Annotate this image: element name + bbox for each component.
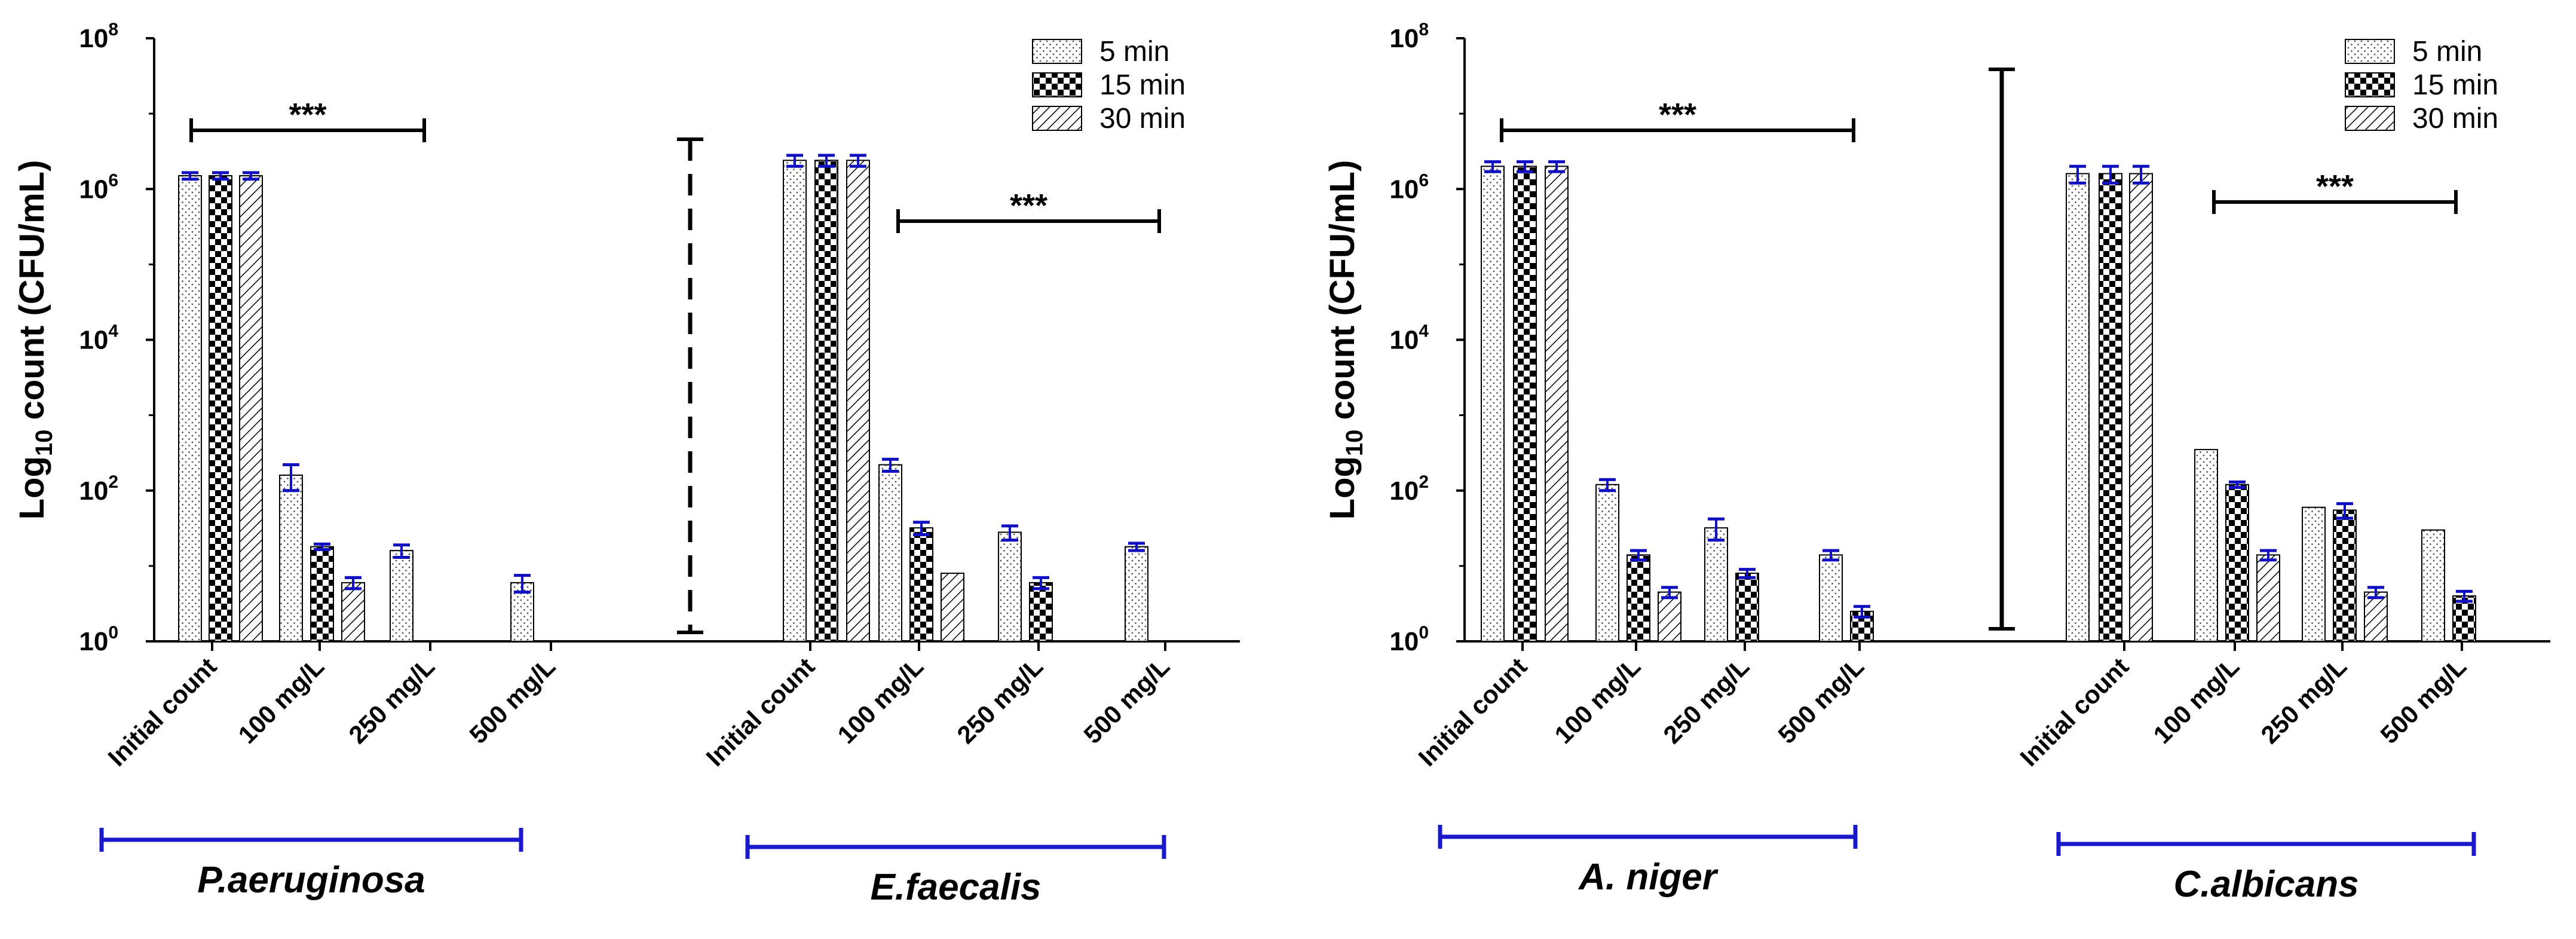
y-tick-label: 108 [1389, 20, 1429, 53]
legend-label: 30 min [2412, 103, 2498, 134]
organism-label: A. niger [1578, 857, 1719, 898]
chart-panel-left: 100 102 104 106 108 Log10 count (CFU/mL) Initi… [13, 20, 1240, 908]
significance-label: *** [2316, 169, 2354, 204]
bar [878, 464, 902, 642]
bar [2364, 591, 2388, 643]
legend-label: 5 min [2412, 36, 2482, 68]
bar [2225, 484, 2249, 642]
y-tick-label: 102 [79, 472, 118, 506]
bar [1704, 527, 1728, 642]
bar [390, 550, 413, 642]
bar [2333, 509, 2357, 643]
bar [1627, 554, 1650, 642]
x-tick-label: 250 mg/L [1658, 652, 1754, 749]
legend-swatch [1032, 39, 1082, 64]
bar [2066, 173, 2090, 642]
y-tick-label: 106 [1389, 170, 1429, 204]
bar [1595, 484, 1619, 642]
legend-swatch [2345, 72, 2395, 97]
y-axis-label: Log10 count (CFU/mL) [1323, 160, 1368, 520]
bar [998, 531, 1022, 642]
y-tick-label: 100 [79, 623, 118, 656]
y-tick-label: 104 [79, 322, 118, 355]
x-tick-label: Initial count [102, 652, 222, 772]
x-tick-label: Initial count [1413, 652, 1532, 772]
y-axis-label: Log10 count (CFU/mL) [13, 160, 57, 520]
x-tick-label: Initial count [2014, 652, 2134, 772]
x-tick-label: 100 mg/L [2148, 652, 2244, 749]
x-tick-label: 250 mg/L [343, 652, 440, 749]
y-tick-label: 100 [1389, 623, 1429, 656]
x-tick-label: 100 mg/L [232, 652, 329, 749]
bar [209, 175, 232, 643]
bar [239, 175, 263, 643]
y-tick-label: 102 [1389, 472, 1429, 506]
x-tick-label: 500 mg/L [1772, 652, 1869, 749]
x-tick-label: 100 mg/L [1549, 652, 1646, 749]
organism-label: C.albicans [2173, 864, 2358, 905]
bar [814, 160, 838, 643]
bar [1029, 582, 1053, 642]
legend-swatch [1032, 106, 1082, 131]
bar [1735, 573, 1759, 642]
chart-panel-right: 100 102 104 106 108 Log10 count (CFU/mL) Initi… [1323, 20, 2550, 905]
legend-swatch [2345, 106, 2395, 131]
bar [2302, 506, 2326, 642]
bar [2194, 449, 2218, 642]
bar [2452, 595, 2476, 642]
x-tick-label: Initial count [700, 652, 820, 772]
x-tick-label: 100 mg/L [832, 652, 929, 749]
bar [2256, 554, 2280, 642]
organism-label: P.aeruginosa [197, 860, 425, 901]
legend-swatch [1032, 72, 1082, 97]
legend-label: 5 min [1099, 36, 1169, 68]
y-tick-label: 106 [79, 170, 118, 204]
x-tick-label: 250 mg/L [951, 652, 1048, 749]
bar [341, 582, 365, 642]
bar [1819, 554, 1843, 642]
bar [310, 546, 334, 643]
bar [279, 475, 303, 642]
bar [1481, 166, 1505, 642]
organism-label: E.faecalis [870, 867, 1041, 908]
legend-label: 15 min [2412, 69, 2498, 101]
bar [1513, 166, 1537, 642]
significance-label: *** [1659, 97, 1696, 133]
bar [2421, 529, 2445, 642]
bar [178, 175, 202, 643]
x-tick-label: 500 mg/L [2375, 652, 2471, 749]
bar [846, 160, 870, 643]
legend-swatch [2345, 39, 2395, 64]
bar [2129, 173, 2153, 642]
legend-label: 30 min [1099, 103, 1186, 134]
x-tick-label: 500 mg/L [1078, 652, 1175, 749]
bar [1125, 546, 1148, 643]
x-tick-label: 500 mg/L [464, 652, 560, 749]
bar [2099, 173, 2122, 642]
legend-label: 15 min [1099, 69, 1186, 101]
significance-label: *** [289, 97, 326, 133]
bar [941, 573, 964, 642]
bar [1658, 591, 1681, 643]
bar [1545, 166, 1569, 642]
significance-label: *** [1010, 188, 1047, 224]
bar [783, 160, 807, 643]
bar [909, 527, 933, 642]
y-tick-label: 104 [1389, 322, 1429, 355]
x-tick-label: 250 mg/L [2255, 652, 2352, 749]
y-tick-label: 108 [79, 20, 118, 53]
